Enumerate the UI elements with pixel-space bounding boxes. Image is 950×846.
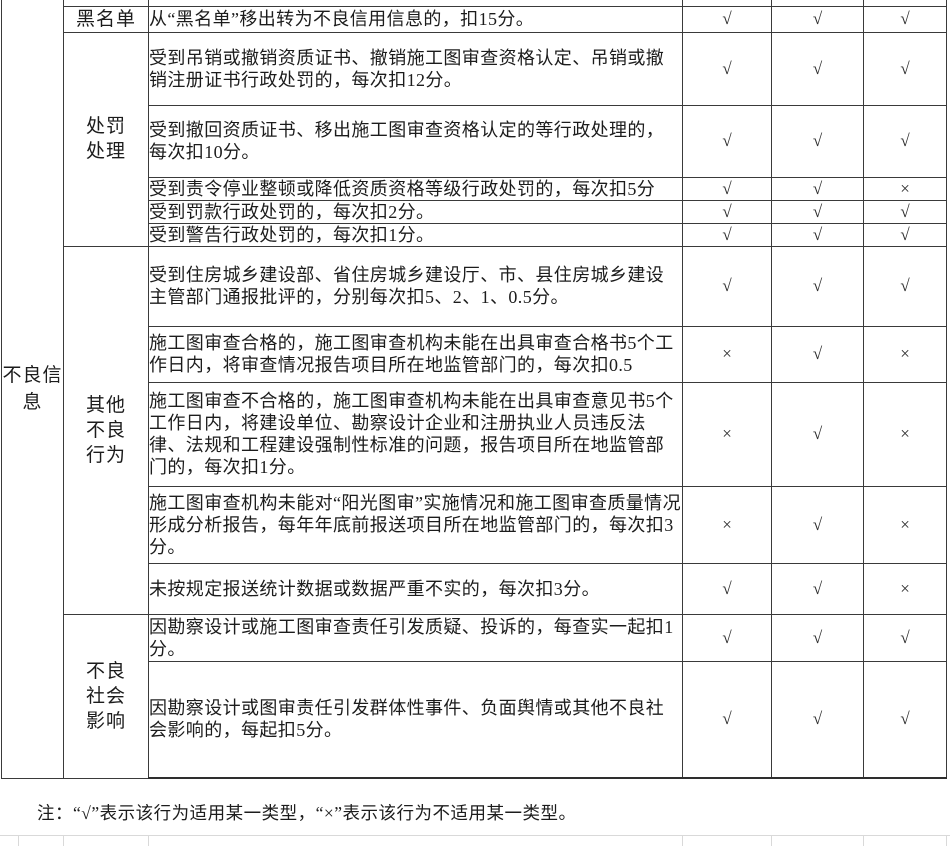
behavior-desc-cell[interactable]: 因勘察设计或图审责任引发群体性事件、负面舆情或其他不良社会影响的，每起扣5分。 [148,660,683,779]
behavior-desc-cell[interactable]: 受到责令停业整顿或降低资质资格等级行政处罚的，每次扣5分 [148,176,683,201]
mark-cell[interactable]: √ [682,245,772,327]
behavior-desc-cell[interactable]: 施工图审查机构未能对“阳光图审”实施情况和施工图审查质量情况形成分析报告，每年年… [148,485,683,564]
mark-cell[interactable]: × [863,562,947,615]
subcategory-cell[interactable]: 不良 社会 影响 [63,613,149,779]
subcategory-cell[interactable]: 其他 不良 行为 [63,245,149,615]
behavior-desc-cell[interactable]: 受到撤回资质证书、移出施工图审查资格认定的等行政处理的，每次扣10分。 [148,104,683,178]
table-row: 施工图审查不合格的，施工图审查机构未能在出具审查意见书5个工作日内，将建设单位、… [2,381,947,487]
mark-cell[interactable]: × [682,485,772,564]
table-row: 受到罚款行政处罚的，每次扣2分。 √ √ √ [2,199,947,224]
mark-cell[interactable]: √ [771,381,864,487]
mark-cell[interactable]: √ [771,325,864,383]
table-row: 施工图审查机构未能对“阳光图审”实施情况和施工图审查质量情况形成分析报告，每年年… [2,485,947,564]
mark-cell[interactable]: × [682,325,772,383]
mark-cell[interactable]: √ [682,31,772,106]
mark-cell[interactable]: √ [682,5,772,33]
table-row: 施工图审查合格的，施工图审查机构未能在出具审查合格书5个工作日内，将审查情况报告… [2,325,947,383]
mark-cell[interactable]: √ [771,199,864,224]
spreadsheet-gridline-strip [0,835,950,846]
mark-cell[interactable]: √ [682,199,772,224]
table-row: 因勘察设计或图审责任引发群体性事件、负面舆情或其他不良社会影响的，每起扣5分。 … [2,660,947,779]
mark-cell[interactable]: × [682,381,772,487]
mark-cell[interactable]: √ [682,613,772,662]
credit-score-table: 不良信息 黑名单 从“黑名单”移出转为不良信用信息的，扣15分。 √ √ √ 处… [1,0,947,779]
mark-cell[interactable]: √ [863,199,947,224]
mark-cell[interactable]: √ [771,660,864,779]
mark-cell[interactable]: √ [771,245,864,327]
mark-cell[interactable]: × [863,485,947,564]
mark-cell[interactable]: √ [682,562,772,615]
gridline [148,836,149,846]
behavior-desc-cell[interactable]: 施工图审查不合格的，施工图审查机构未能在出具审查意见书5个工作日内，将建设单位、… [148,381,683,487]
mark-cell[interactable]: √ [863,245,947,327]
behavior-desc-cell[interactable]: 从“黑名单”移出转为不良信用信息的，扣15分。 [148,5,683,33]
table-row: 不良信息 [1,0,947,779]
footnote: 注：“√”表示该行为适用某一类型，“×”表示该行为不适用某一类型。 [0,789,950,835]
gridline [18,836,19,846]
subcategory-cell[interactable]: 黑名单 [63,5,149,33]
gridline [682,836,683,846]
table-row: 受到责令停业整顿或降低资质资格等级行政处罚的，每次扣5分 √ √ × [2,176,947,201]
mark-cell[interactable]: × [863,176,947,201]
mark-cell[interactable]: √ [863,613,947,662]
behavior-desc-cell[interactable]: 施工图审查合格的，施工图审查机构未能在出具审查合格书5个工作日内，将审查情况报告… [148,325,683,383]
category-cell[interactable]: 不良信息 [1,0,64,779]
mark-cell[interactable]: × [863,325,947,383]
mark-cell[interactable]: √ [863,31,947,106]
mark-cell[interactable]: √ [771,562,864,615]
mark-cell[interactable]: √ [863,222,947,247]
subcategory-cell[interactable]: 处罚 处理 [63,31,149,247]
mark-cell[interactable]: √ [771,31,864,106]
mark-cell[interactable]: √ [771,5,864,33]
behavior-desc-cell[interactable]: 受到住房城乡建设部、省住房城乡建设厅、市、县住房城乡建设主管部门通报批评的，分别… [148,245,683,327]
table-row: 受到撤回资质证书、移出施工图审查资格认定的等行政处理的，每次扣10分。 √ √ … [2,104,947,178]
behavior-desc-cell[interactable]: 受到警告行政处罚的，每次扣1分。 [148,222,683,247]
gridline [863,836,864,846]
table-row: 黑名单 从“黑名单”移出转为不良信用信息的，扣15分。 √ √ √ [2,5,947,33]
mark-cell[interactable]: √ [863,104,947,178]
mark-cell[interactable]: √ [771,613,864,662]
gridline [946,836,947,846]
table-row: 不良 社会 影响 因勘察设计或施工图审查责任引发质疑、投诉的，每查实一起扣1分。… [2,613,947,779]
table-row: 受到警告行政处罚的，每次扣1分。 √ √ √ [2,222,947,247]
mark-cell[interactable]: √ [682,176,772,201]
mark-cell[interactable]: √ [771,104,864,178]
gridline [771,836,772,846]
mark-cell[interactable]: √ [682,104,772,178]
behavior-desc-cell[interactable]: 受到吊销或撤销资质证书、撤销施工图审查资格认定、吊销或撤销注册证书行政处罚的，每… [148,31,683,106]
behavior-desc-cell[interactable]: 未按规定报送统计数据或数据严重不实的，每次扣3分。 [148,562,683,615]
mark-cell[interactable]: √ [771,485,864,564]
mark-cell[interactable]: √ [682,222,772,247]
mark-cell[interactable]: √ [682,660,772,779]
mark-cell[interactable]: √ [863,660,947,779]
table-row: 处罚 处理 受到吊销或撤销资质证书、撤销施工图审查资格认定、吊销或撤销注册证书行… [2,31,947,247]
behavior-desc-cell[interactable]: 因勘察设计或施工图审查责任引发质疑、投诉的，每查实一起扣1分。 [148,613,683,662]
mark-cell[interactable]: √ [863,5,947,33]
mark-cell[interactable]: √ [771,176,864,201]
table-row: 其他 不良 行为 受到住房城乡建设部、省住房城乡建设厅、市、县住房城乡建设主管部… [2,245,947,615]
gridline [63,836,64,846]
behavior-desc-cell[interactable]: 受到罚款行政处罚的，每次扣2分。 [148,199,683,224]
mark-cell[interactable]: × [863,381,947,487]
mark-cell[interactable]: √ [771,222,864,247]
